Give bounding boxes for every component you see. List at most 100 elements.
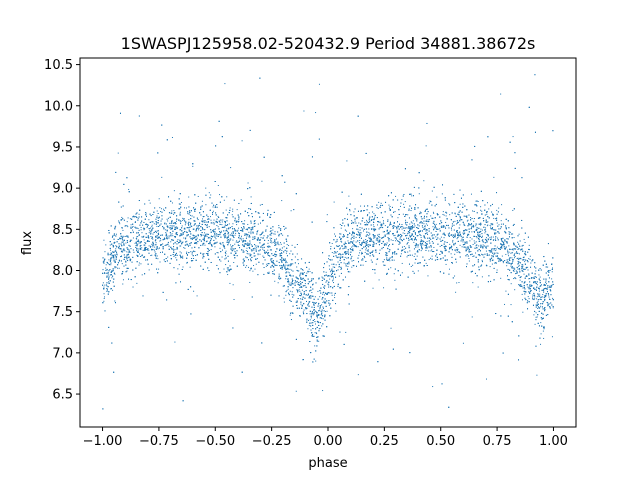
data-point	[104, 296, 106, 298]
data-point	[196, 243, 198, 245]
data-point	[296, 266, 298, 268]
data-point	[414, 225, 416, 227]
data-point	[110, 249, 112, 251]
data-point	[408, 239, 410, 241]
data-point	[337, 257, 339, 259]
data-point	[455, 242, 457, 244]
data-point	[304, 283, 306, 285]
data-point	[470, 193, 472, 195]
data-point	[261, 180, 263, 182]
data-point	[243, 226, 245, 228]
data-point	[369, 238, 371, 240]
data-point	[459, 224, 461, 226]
data-point	[322, 292, 324, 294]
data-point	[501, 204, 503, 206]
data-point	[289, 268, 291, 270]
data-point	[282, 234, 284, 236]
data-point	[333, 252, 335, 254]
data-point	[449, 243, 451, 245]
data-point	[314, 332, 316, 334]
data-point	[478, 245, 480, 247]
data-point	[498, 207, 500, 209]
data-point	[374, 235, 376, 237]
data-point	[158, 217, 160, 219]
data-point	[468, 260, 470, 262]
data-point	[252, 270, 254, 272]
data-point	[481, 240, 483, 242]
data-point	[155, 231, 157, 233]
data-point	[500, 223, 502, 225]
data-point	[250, 231, 252, 233]
data-point	[403, 248, 405, 250]
data-point	[511, 257, 513, 259]
data-point	[467, 219, 469, 221]
data-point	[122, 239, 124, 241]
data-point	[295, 281, 297, 283]
data-point	[285, 278, 287, 280]
data-point	[423, 220, 425, 222]
data-point	[406, 234, 408, 236]
data-point	[367, 245, 369, 247]
data-point	[148, 232, 150, 234]
data-point	[283, 297, 285, 299]
data-point	[164, 244, 166, 246]
data-point	[495, 238, 496, 240]
data-point	[311, 292, 313, 294]
data-point	[234, 243, 236, 245]
data-point	[443, 237, 445, 239]
data-point	[315, 112, 317, 114]
data-point	[426, 247, 428, 249]
data-point	[407, 214, 409, 216]
data-point	[523, 273, 525, 275]
data-point	[203, 216, 205, 218]
data-point	[521, 293, 523, 295]
data-point	[127, 252, 129, 254]
data-point	[491, 260, 493, 262]
data-point	[371, 228, 373, 230]
data-point	[193, 223, 195, 225]
data-point	[513, 257, 515, 259]
data-point	[475, 241, 477, 243]
data-point	[116, 254, 118, 256]
data-point	[490, 223, 492, 225]
data-point	[216, 235, 218, 237]
data-point	[485, 247, 487, 249]
data-point	[361, 241, 363, 243]
data-point	[541, 318, 543, 320]
data-point	[459, 234, 461, 236]
data-point	[128, 188, 130, 190]
data-point	[537, 294, 539, 296]
data-point	[249, 270, 251, 272]
data-point	[138, 242, 140, 244]
data-point	[119, 223, 121, 225]
data-point	[425, 145, 427, 147]
data-point	[427, 275, 429, 277]
data-point	[154, 246, 156, 248]
data-point	[126, 251, 128, 253]
data-point	[468, 250, 470, 252]
data-point	[328, 265, 330, 267]
data-point	[324, 314, 326, 316]
data-point	[111, 236, 113, 238]
data-point	[528, 258, 530, 260]
data-point	[455, 261, 457, 263]
data-point	[396, 230, 398, 232]
data-point	[486, 254, 488, 256]
data-point	[188, 229, 190, 231]
data-point	[393, 226, 395, 228]
data-point	[494, 262, 496, 264]
data-point	[435, 227, 437, 229]
data-point	[349, 271, 351, 273]
data-point	[519, 258, 521, 260]
data-point	[543, 328, 545, 330]
data-point	[517, 248, 519, 250]
data-point	[497, 231, 499, 233]
data-point	[246, 243, 248, 245]
data-point	[247, 253, 249, 255]
data-point	[274, 280, 276, 282]
data-point	[424, 225, 426, 227]
data-point	[445, 263, 447, 265]
data-point	[240, 199, 242, 201]
data-point	[437, 214, 439, 216]
data-point	[530, 277, 532, 279]
